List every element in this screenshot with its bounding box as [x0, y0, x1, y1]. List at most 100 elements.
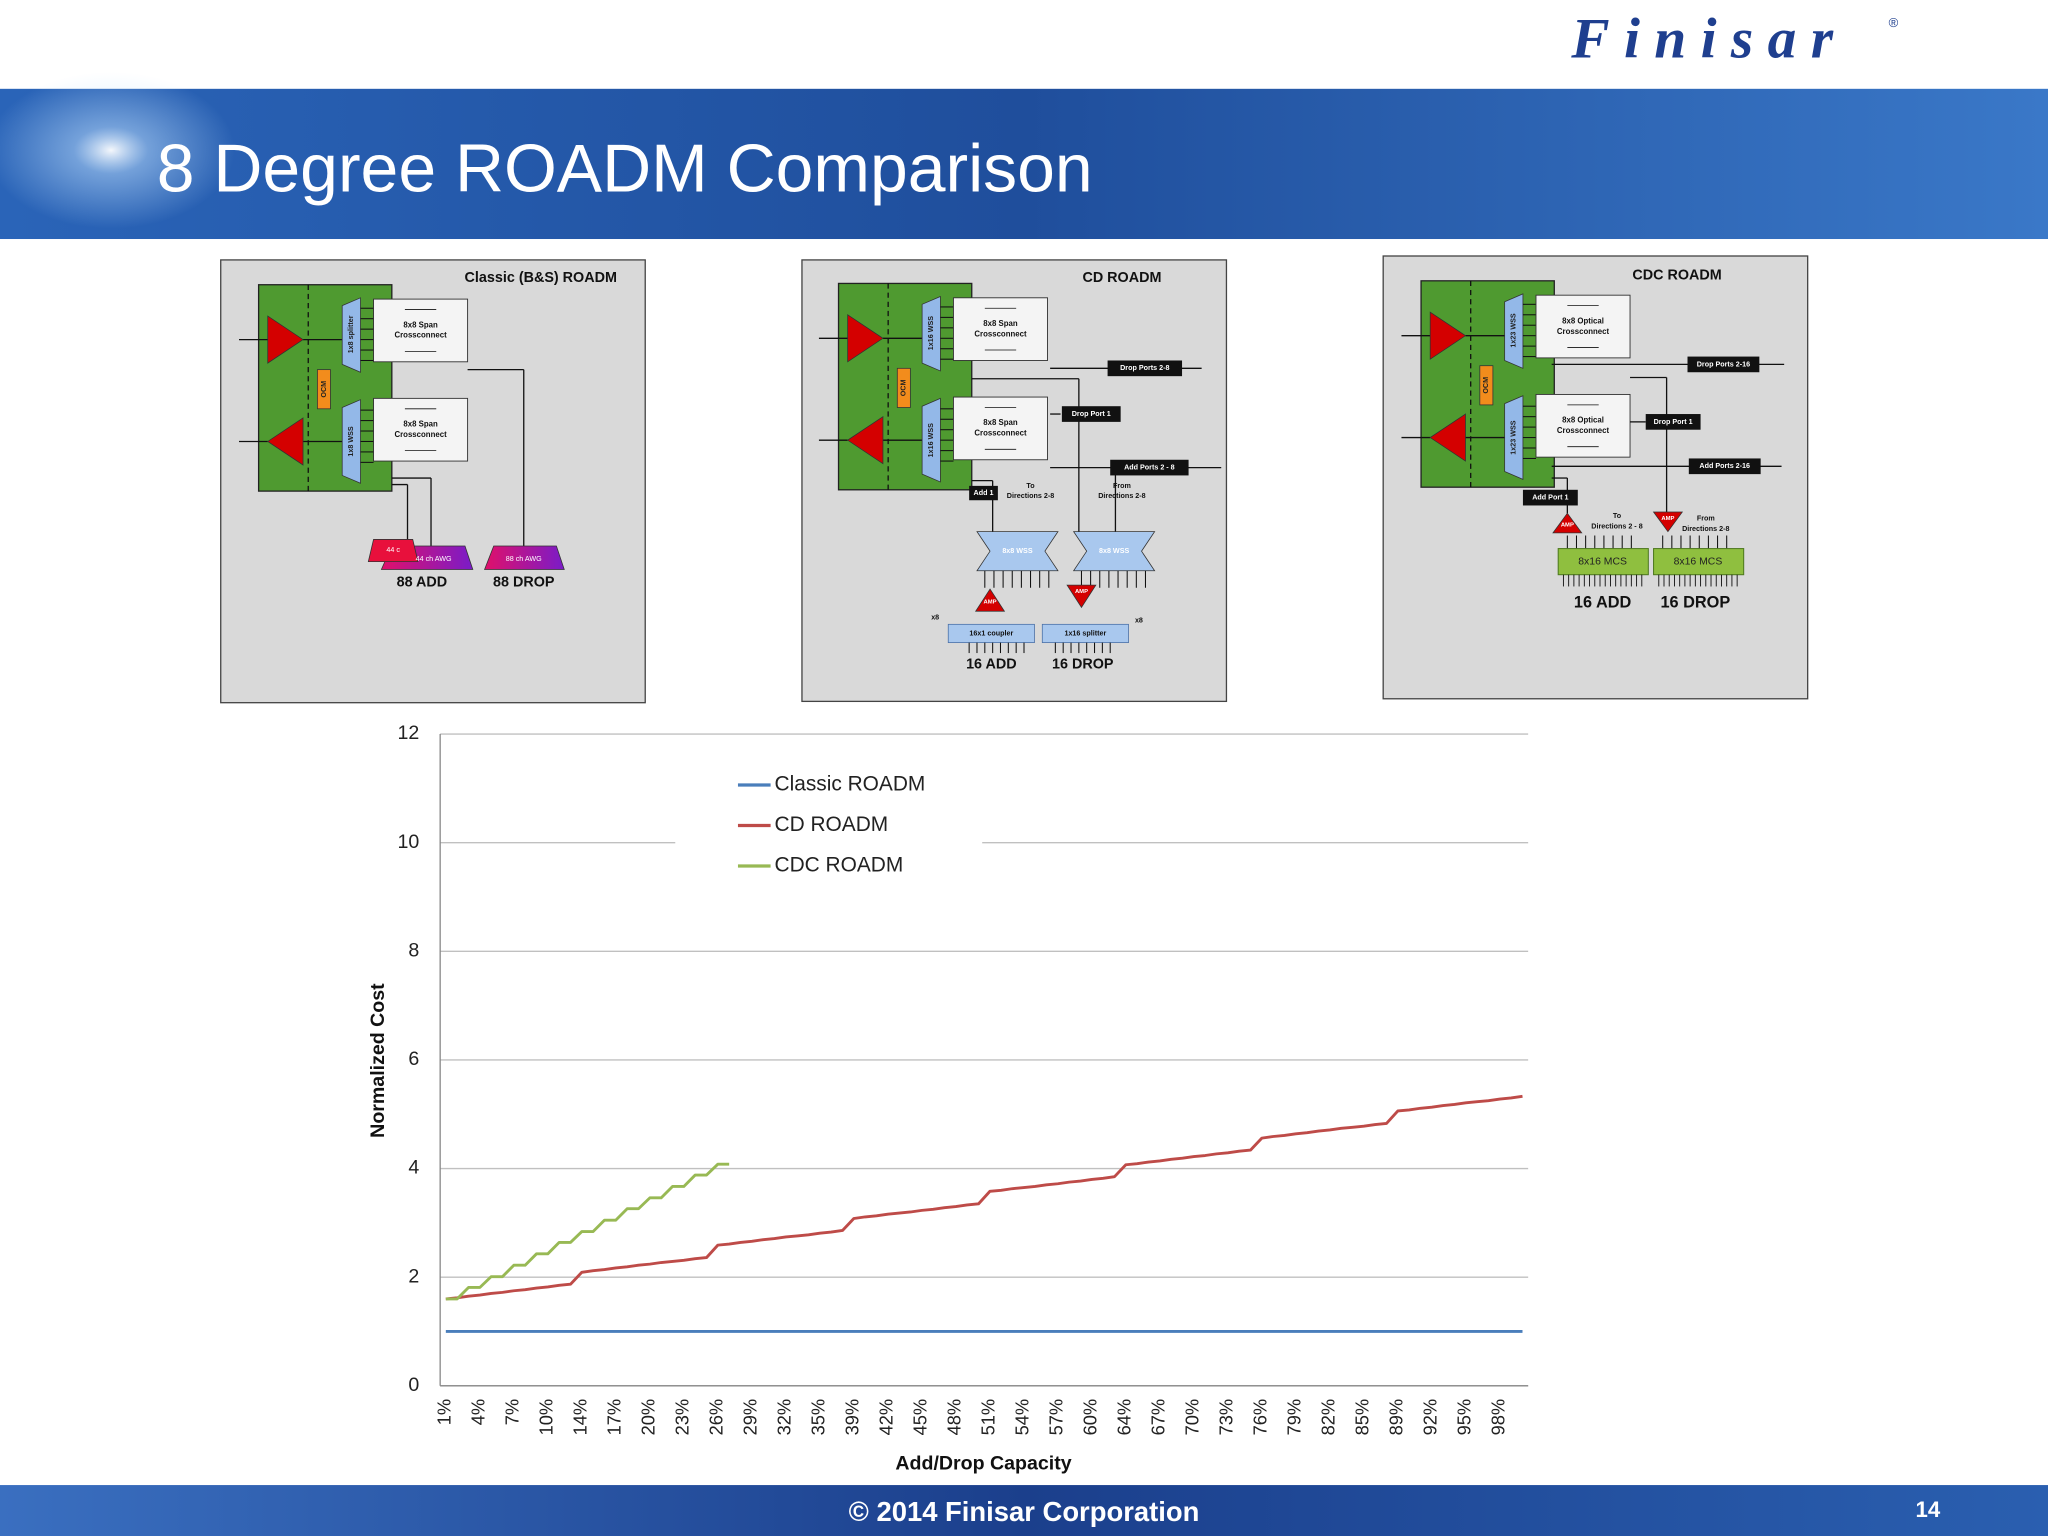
mcs: [1557, 548, 1649, 576]
diagram-label: 16 DROP: [1052, 657, 1114, 673]
y-tick-label: 4: [408, 1157, 419, 1179]
diagram-label: 1x23 WSS: [1510, 313, 1518, 348]
diagram-label: Crossconnect: [394, 430, 447, 439]
amplifier: [1429, 413, 1466, 462]
diagram-label: From: [1113, 482, 1131, 490]
x-tick-label: 39%: [842, 1399, 863, 1436]
logo-mark: ®: [1889, 15, 1899, 30]
diagram-label: 8x8 Span: [983, 319, 1018, 328]
x-tick-label: 92%: [1420, 1399, 1441, 1436]
diagram-label: 8x8 Span: [403, 420, 438, 429]
diagram-label: To: [1026, 482, 1035, 490]
diagram-label: 88 ch AWG: [506, 555, 542, 563]
copyright: © 2014 Finisar Corporation: [849, 1496, 1200, 1527]
diagram-label: 8x8 Optical: [1562, 416, 1604, 425]
diagram-label: 8x16 MCS: [1578, 556, 1627, 567]
diagram-label: 8x8 Span: [403, 320, 438, 329]
diagram-label: 88 ADD: [397, 574, 448, 590]
x-tick-label: 57%: [1046, 1399, 1067, 1436]
legend-label: Classic ROADM: [775, 772, 926, 795]
port-tag: [1107, 360, 1183, 377]
diagram-label: Drop Port 1: [1654, 418, 1693, 426]
legend-label: CDC ROADM: [775, 853, 904, 876]
diagram-label: Drop Port 1: [1072, 410, 1111, 418]
diagram-label: Directions 2-8: [1007, 492, 1054, 500]
diagram-label: Drop Ports 2-8: [1120, 364, 1169, 372]
diagram-label: Drop Ports 2-16: [1697, 360, 1750, 368]
splitter: [1041, 623, 1129, 644]
diagram-label: 8x8 WSS: [1099, 547, 1130, 555]
x-tick-label: 95%: [1454, 1399, 1475, 1436]
y-tick-label: 8: [408, 939, 419, 961]
diagram-label: 88 DROP: [493, 574, 555, 590]
diagram-title: CD ROADM: [1082, 270, 1161, 286]
diagram-label: x8: [1135, 616, 1143, 624]
diagram-label: OCM: [900, 380, 908, 397]
x-tick-label: 60%: [1080, 1399, 1101, 1436]
ocm: [896, 367, 911, 408]
amplifier: [1552, 512, 1583, 534]
diagram-label: 1x16 WSS: [927, 423, 935, 458]
y-tick-label: 2: [408, 1265, 419, 1287]
amplifier: [1652, 511, 1684, 533]
port-tag: [1061, 406, 1121, 422]
x-tick-label: 10%: [536, 1399, 557, 1436]
page-number: 14: [1915, 1497, 1940, 1522]
y-tick-label: 10: [397, 831, 419, 853]
wss: [921, 295, 941, 372]
coupler: [947, 623, 1035, 644]
ocm: [1479, 365, 1494, 406]
diagram-label: Directions 2-8: [1682, 525, 1729, 533]
wss: [921, 397, 941, 483]
port-tag: [969, 485, 998, 501]
wss: [341, 399, 361, 484]
diagram-label: 1x8 splitter: [347, 315, 355, 353]
x-tick-label: 32%: [774, 1399, 795, 1436]
amplifier: [1066, 584, 1097, 609]
diagram-label: AMP: [1661, 516, 1674, 522]
footer-band: [0, 1485, 2048, 1536]
awg: [367, 539, 419, 563]
diagram-label: OCM: [320, 381, 328, 398]
diagram-label: Add Port 1: [1532, 494, 1568, 502]
diagram-title: CDC ROADM: [1632, 267, 1721, 283]
x-tick-label: 79%: [1284, 1399, 1305, 1436]
x-tick-label: 14%: [570, 1399, 591, 1436]
port-tag: [1645, 414, 1701, 430]
wss: [976, 531, 1059, 572]
series-line: [445, 1094, 1523, 1301]
diagram-label: 1x23 WSS: [1510, 420, 1518, 455]
amplifier: [267, 417, 304, 466]
wss: [341, 297, 361, 373]
x-tick-label: 26%: [706, 1399, 727, 1436]
y-tick-label: 0: [408, 1374, 419, 1396]
amplifier: [267, 315, 304, 364]
x-tick-label: 89%: [1386, 1399, 1407, 1436]
amplifier: [847, 314, 884, 363]
x-tick-label: 48%: [944, 1399, 965, 1436]
diagram-label: x8: [931, 614, 939, 622]
diagram-label: 44 ch AWG: [416, 555, 452, 563]
awg: [483, 545, 565, 570]
diagram-label: Crossconnect: [974, 329, 1027, 338]
diagram-label: OCM: [1482, 377, 1490, 394]
amplifier: [974, 588, 1006, 612]
diagram-label: 16x1 coupler: [969, 629, 1013, 637]
y-tick-label: 12: [397, 722, 419, 744]
ocm: [316, 369, 331, 410]
diagram-label: 8x8 Span: [983, 418, 1018, 427]
diagram-label: 1x16 splitter: [1064, 629, 1106, 637]
diagram-label: 1x8 WSS: [347, 426, 355, 457]
x-tick-label: 35%: [808, 1399, 829, 1436]
diagram-label: Crossconnect: [1557, 327, 1610, 336]
x-tick-label: 64%: [1114, 1399, 1135, 1436]
diagram-label: AMP: [984, 600, 997, 606]
x-tick-label: 51%: [978, 1399, 999, 1436]
x-tick-label: 4%: [468, 1399, 489, 1425]
port-tag: [1110, 459, 1189, 476]
x-tick-label: 85%: [1352, 1399, 1373, 1436]
legend-label: CD ROADM: [775, 813, 889, 836]
diagram-label: Add Ports 2-16: [1699, 462, 1750, 470]
y-tick-label: 6: [408, 1048, 419, 1070]
diagram-label: 16 ADD: [1574, 594, 1632, 612]
